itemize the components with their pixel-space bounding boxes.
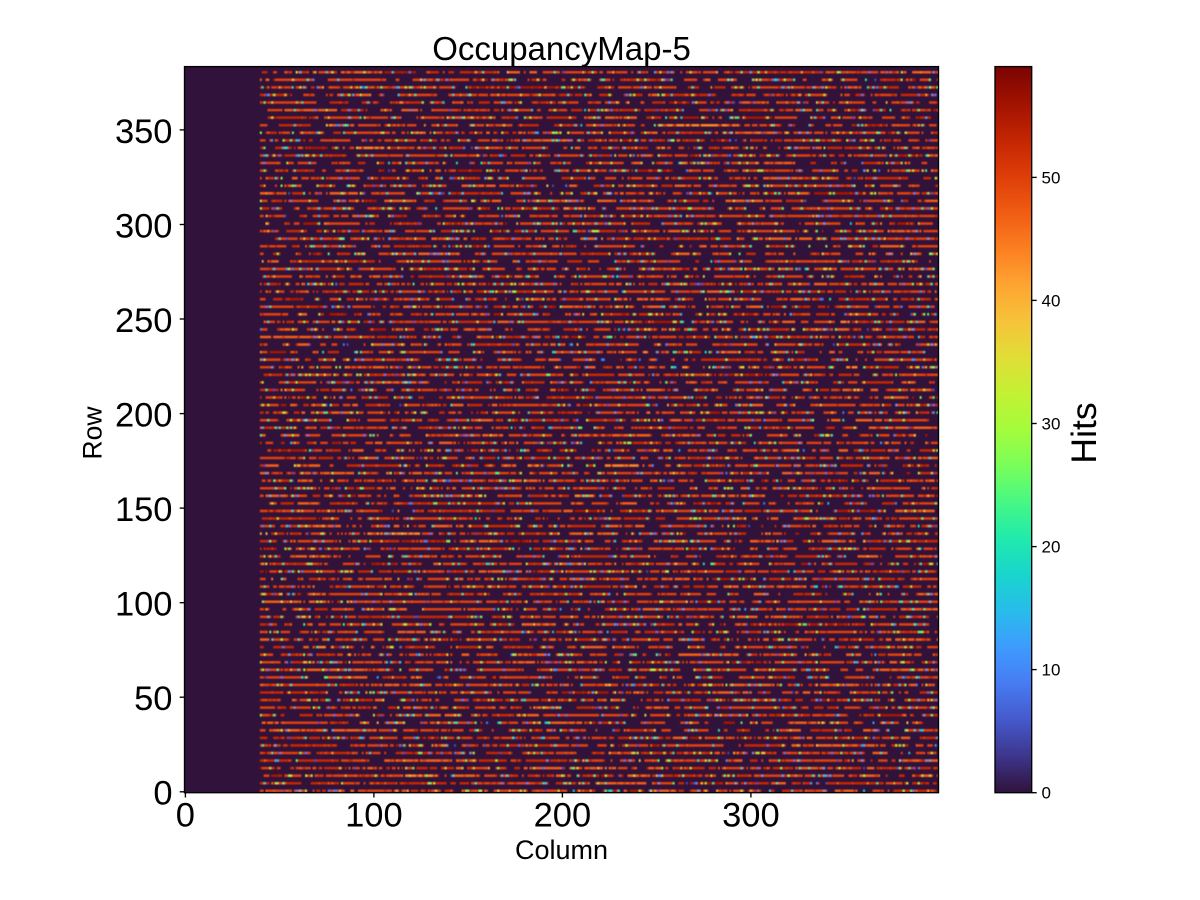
- svg-text:0: 0: [1042, 784, 1051, 803]
- svg-text:0: 0: [153, 775, 172, 813]
- svg-text:100: 100: [345, 797, 403, 835]
- svg-text:200: 200: [115, 397, 173, 435]
- svg-text:300: 300: [722, 797, 780, 835]
- svg-text:0: 0: [176, 797, 195, 835]
- svg-text:40: 40: [1042, 291, 1061, 310]
- svg-text:100: 100: [115, 586, 173, 624]
- svg-text:350: 350: [115, 113, 173, 151]
- svg-text:50: 50: [1042, 168, 1061, 187]
- svg-text:300: 300: [115, 207, 173, 245]
- svg-text:200: 200: [534, 797, 592, 835]
- svg-text:Column: Column: [515, 835, 608, 865]
- svg-text:Hits: Hits: [1064, 402, 1104, 463]
- svg-text:Row: Row: [78, 406, 108, 460]
- svg-text:OccupancyMap-5: OccupancyMap-5: [432, 30, 691, 67]
- svg-text:20: 20: [1042, 538, 1061, 557]
- svg-text:10: 10: [1042, 661, 1061, 680]
- svg-text:50: 50: [134, 680, 172, 718]
- svg-text:30: 30: [1042, 415, 1061, 434]
- svg-text:150: 150: [115, 491, 173, 529]
- svg-text:250: 250: [115, 302, 173, 340]
